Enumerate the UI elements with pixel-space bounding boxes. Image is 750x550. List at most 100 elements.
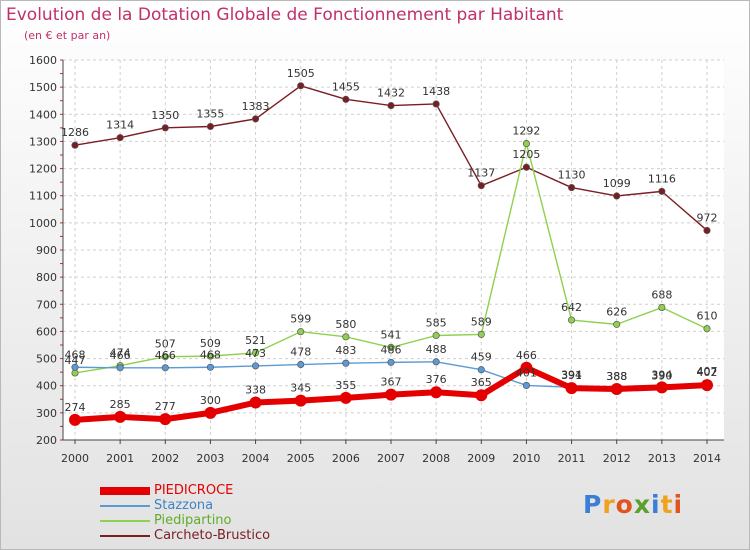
data-point: [613, 192, 621, 200]
data-label: 376: [426, 373, 447, 386]
x-tick-label: 2012: [603, 452, 631, 465]
data-label: 447: [65, 354, 86, 367]
data-point: [432, 358, 440, 366]
data-point: [658, 187, 666, 195]
data-label: 345: [290, 382, 311, 395]
y-tick-label: 1000: [29, 217, 57, 230]
x-tick-label: 2008: [422, 452, 450, 465]
data-point: [522, 381, 530, 389]
data-label: 486: [381, 343, 402, 356]
proxiti-logo: Proxiti: [583, 490, 684, 519]
y-tick-label: 1500: [29, 81, 57, 94]
data-label: 401: [516, 366, 537, 379]
data-point: [430, 386, 443, 399]
data-label: 1314: [106, 119, 134, 132]
data-point: [568, 184, 576, 192]
data-point: [252, 362, 260, 370]
y-tick-label: 1100: [29, 190, 57, 203]
data-point: [655, 381, 668, 394]
data-point: [342, 359, 350, 367]
data-label: 478: [290, 346, 311, 359]
data-label: 394: [561, 368, 582, 381]
data-label: 1383: [242, 100, 270, 113]
data-label: 355: [335, 379, 356, 392]
data-point: [432, 100, 440, 108]
data-label: 365: [471, 376, 492, 389]
data-point: [432, 331, 440, 340]
data-label: 285: [110, 398, 131, 411]
data-point: [206, 363, 214, 371]
data-point: [703, 325, 711, 333]
data-point: [252, 349, 260, 357]
data-point: [613, 320, 621, 328]
data-point: [475, 389, 488, 402]
data-label: 388: [606, 370, 627, 383]
data-label: 407: [697, 365, 718, 378]
y-tick-label: 700: [36, 298, 57, 311]
data-label: 580: [335, 318, 356, 331]
data-label: 541: [381, 328, 402, 341]
data-point: [297, 360, 305, 369]
y-tick-label: 500: [36, 353, 57, 366]
data-point: [206, 352, 214, 360]
data-point: [294, 394, 307, 407]
data-point: [520, 361, 533, 374]
data-label: 610: [697, 310, 718, 323]
data-label: 972: [697, 211, 718, 224]
x-tick-label: 2014: [693, 452, 721, 465]
data-point: [161, 353, 169, 361]
data-point: [161, 124, 169, 132]
data-label: 688: [651, 289, 672, 302]
data-point: [387, 102, 395, 110]
data-point: [71, 363, 79, 371]
data-point: [252, 115, 260, 123]
data-label: 1432: [377, 87, 405, 100]
data-label: 473: [245, 347, 266, 360]
y-tick-label: 1600: [29, 54, 57, 67]
y-tick-label: 1200: [29, 163, 57, 176]
data-point: [116, 364, 124, 372]
data-label: 589: [471, 315, 492, 328]
x-tick-label: 2000: [61, 452, 89, 465]
data-label: 1505: [287, 67, 315, 80]
data-point: [204, 406, 217, 419]
x-tick-label: 2007: [377, 452, 405, 465]
data-point: [522, 140, 530, 148]
x-tick-label: 2013: [648, 452, 676, 465]
data-label: 388: [606, 370, 627, 383]
data-point: [385, 388, 397, 401]
data-label: 488: [426, 343, 447, 356]
data-label: 1292: [512, 125, 540, 138]
data-point: [477, 182, 485, 190]
x-tick-label: 2002: [151, 452, 179, 465]
x-tick-label: 2009: [467, 452, 495, 465]
data-point: [565, 382, 578, 395]
y-tick-label: 1400: [29, 108, 57, 121]
data-point: [339, 391, 352, 404]
data-label: 466: [516, 349, 537, 362]
data-point: [71, 141, 79, 149]
legend-swatch: [100, 535, 150, 537]
data-label: 274: [65, 401, 86, 414]
x-tick-label: 2001: [106, 452, 134, 465]
data-point: [703, 226, 711, 235]
x-tick-label: 2006: [332, 452, 360, 465]
data-label: 391: [561, 369, 582, 382]
data-label: 507: [155, 338, 176, 351]
data-point: [387, 358, 395, 366]
data-label: 474: [110, 347, 131, 360]
data-point: [522, 163, 530, 171]
x-tick-label: 2010: [512, 452, 540, 465]
data-label: 1137: [467, 167, 495, 180]
data-label: 1350: [151, 109, 179, 122]
x-tick-label: 2005: [287, 452, 315, 465]
legend-label: Stazzona: [154, 498, 214, 513]
y-tick-label: 900: [36, 244, 57, 257]
data-point: [477, 330, 485, 338]
data-label: 394: [651, 368, 672, 381]
data-label: 642: [561, 301, 582, 314]
y-tick-label: 1300: [29, 135, 57, 148]
data-label: 1116: [648, 172, 676, 185]
data-point: [297, 82, 305, 90]
data-point: [249, 396, 262, 409]
